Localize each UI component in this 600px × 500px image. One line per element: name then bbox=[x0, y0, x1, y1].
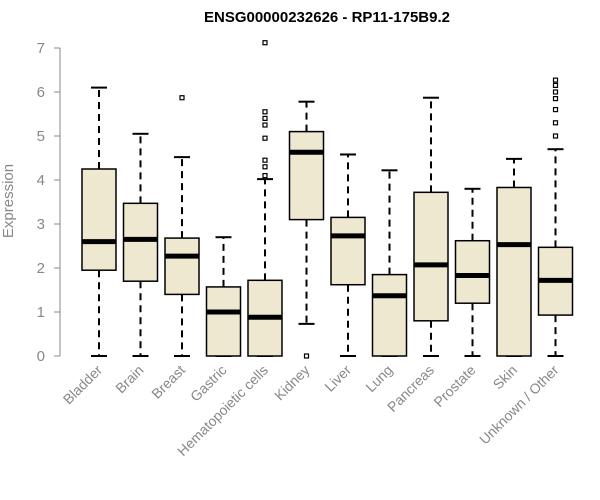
box-bladder bbox=[81, 86, 117, 357]
box-iqr bbox=[205, 286, 242, 357]
outlier-point bbox=[552, 133, 559, 139]
x-tick-label: Prostate bbox=[430, 362, 478, 410]
box-iqr bbox=[454, 239, 491, 304]
box-pancreas bbox=[413, 96, 449, 357]
y-tick-label: 7 bbox=[37, 40, 45, 57]
outlier-point bbox=[262, 115, 268, 122]
outlier-point bbox=[262, 173, 268, 179]
outlier-point bbox=[552, 95, 559, 102]
box-iqr bbox=[81, 168, 117, 271]
outlier-point bbox=[262, 135, 268, 141]
outlier-point bbox=[552, 106, 559, 113]
y-tick-label: 4 bbox=[37, 172, 45, 189]
box-iqr bbox=[122, 202, 159, 282]
x-tick-label: Bladder bbox=[60, 362, 106, 408]
box-liver bbox=[330, 153, 366, 357]
x-tick-label: Kidney bbox=[271, 362, 313, 404]
box-iqr bbox=[288, 130, 325, 221]
box-iqr bbox=[496, 186, 532, 357]
y-tick-label: 3 bbox=[37, 216, 45, 233]
box-hematopoietic-cells bbox=[247, 40, 283, 357]
outlier-point bbox=[552, 82, 559, 89]
box-series bbox=[81, 40, 574, 359]
outlier-point bbox=[552, 77, 559, 83]
y-tick-label: 5 bbox=[37, 128, 45, 145]
x-tick-label: Lung bbox=[362, 362, 395, 395]
box-kidney bbox=[288, 100, 325, 359]
y-axis-label: Expression bbox=[0, 164, 17, 238]
outlier-point bbox=[262, 122, 268, 128]
outlier-point bbox=[303, 353, 310, 359]
outlier-point bbox=[262, 40, 268, 46]
outlier-point bbox=[262, 109, 268, 115]
y-tick-label: 6 bbox=[37, 84, 45, 101]
box-iqr bbox=[371, 273, 408, 357]
box-iqr bbox=[413, 191, 449, 322]
box-skin bbox=[496, 157, 532, 357]
outlier-point bbox=[262, 157, 268, 163]
box-breast bbox=[164, 95, 200, 357]
box-iqr bbox=[164, 237, 200, 296]
x-tick-label: Unknown / Other bbox=[476, 362, 562, 448]
y-tick-label: 0 bbox=[37, 348, 45, 365]
x-tick-label: Liver bbox=[321, 362, 354, 395]
y-axis: 0 1 2 3 4 5 6 7 bbox=[37, 40, 61, 365]
chart-title: ENSG00000232626 - RP11-175B9.2 bbox=[204, 9, 450, 26]
outlier-point bbox=[552, 89, 559, 95]
box-prostate bbox=[454, 187, 491, 357]
outlier-point bbox=[262, 164, 268, 170]
outlier-point bbox=[179, 95, 185, 101]
box-iqr bbox=[330, 216, 366, 286]
outlier-point bbox=[552, 120, 559, 126]
x-tick-label: Breast bbox=[148, 362, 188, 402]
x-tick-label: Brain bbox=[112, 362, 146, 396]
box-brain bbox=[122, 132, 159, 357]
box-unknown-other bbox=[537, 77, 574, 357]
x-tick-label: Skin bbox=[490, 362, 521, 393]
y-tick-label: 2 bbox=[37, 260, 45, 277]
box-gastric bbox=[205, 236, 242, 357]
box-lung bbox=[371, 169, 408, 357]
y-tick-label: 1 bbox=[37, 304, 45, 321]
